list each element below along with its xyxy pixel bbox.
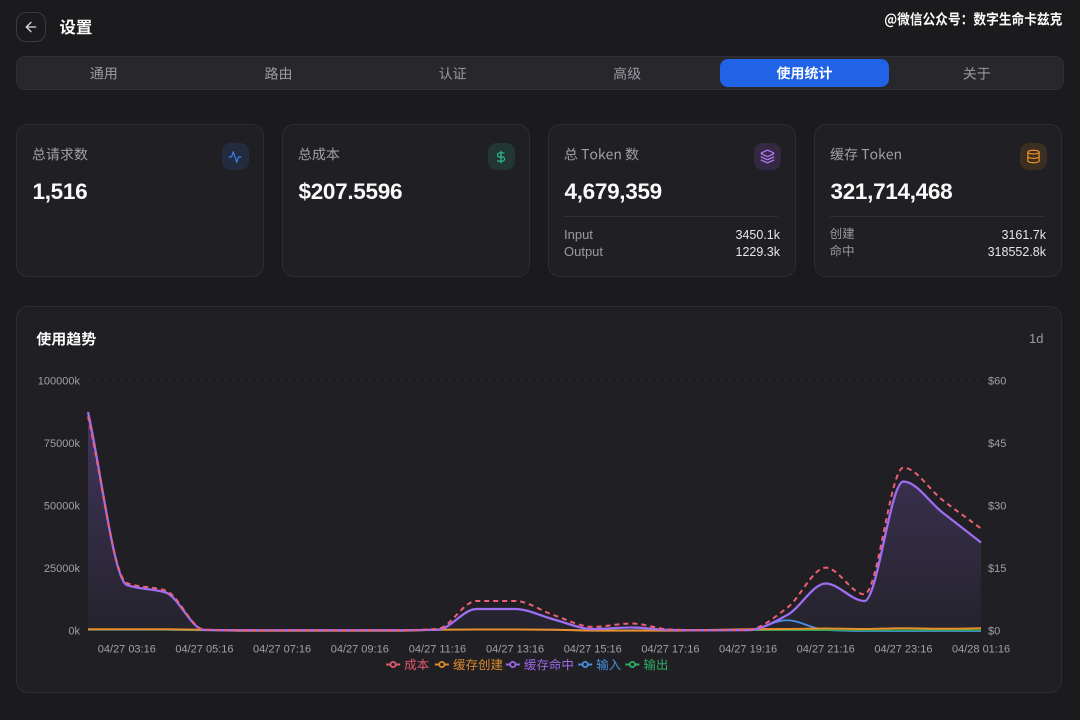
- svg-text:04/27 07:16: 04/27 07:16: [253, 644, 311, 656]
- svg-text:$15: $15: [988, 563, 1006, 575]
- svg-text:04/27 13:16: 04/27 13:16: [486, 644, 544, 656]
- svg-text:04/27 11:16: 04/27 11:16: [409, 644, 466, 656]
- svg-text:Output: Output: [564, 244, 603, 259]
- svg-text:04/27 21:16: 04/27 21:16: [797, 644, 855, 656]
- svg-text:4,679,359: 4,679,359: [565, 179, 662, 204]
- svg-text:75000k: 75000k: [44, 438, 81, 450]
- svg-text:04/28 01:16: 04/28 01:16: [952, 644, 1010, 656]
- svg-text:Input: Input: [564, 227, 593, 242]
- svg-text:04/27 09:16: 04/27 09:16: [331, 644, 389, 656]
- svg-text:04/27 15:16: 04/27 15:16: [564, 644, 622, 656]
- svg-text:$45: $45: [988, 438, 1006, 450]
- svg-text:0k: 0k: [68, 626, 80, 638]
- svg-text:3450.1k: 3450.1k: [736, 228, 781, 242]
- svg-text:04/27 17:16: 04/27 17:16: [641, 644, 699, 656]
- svg-text:321,714,468: 321,714,468: [831, 179, 953, 204]
- svg-text:04/27 19:16: 04/27 19:16: [719, 644, 777, 656]
- svg-text:1229.3k: 1229.3k: [736, 245, 781, 259]
- svg-text:$60: $60: [988, 376, 1006, 388]
- svg-text:$0: $0: [988, 626, 1000, 638]
- svg-text:1,516: 1,516: [33, 179, 88, 204]
- svg-text:50000k: 50000k: [44, 501, 81, 513]
- svg-text:04/27 23:16: 04/27 23:16: [874, 644, 932, 656]
- svg-text:1d: 1d: [1029, 331, 1043, 346]
- svg-text:04/27 03:16: 04/27 03:16: [98, 644, 156, 656]
- svg-text:$207.5596: $207.5596: [299, 179, 403, 204]
- svg-text:100000k: 100000k: [38, 376, 81, 388]
- svg-text:04/27 05:16: 04/27 05:16: [175, 644, 233, 656]
- svg-text:25000k: 25000k: [44, 563, 81, 575]
- svg-text:3161.7k: 3161.7k: [1002, 228, 1047, 242]
- svg-text:$30: $30: [988, 501, 1006, 513]
- svg-text:318552.8k: 318552.8k: [988, 245, 1047, 259]
